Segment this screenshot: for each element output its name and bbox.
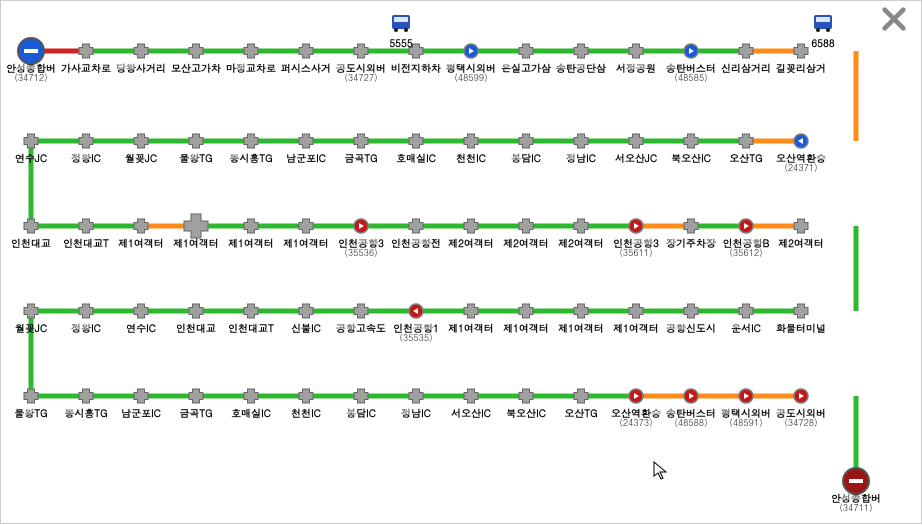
stop-label: 인천공항3(35611) [613,238,659,257]
stop-label: 제1여객터 [448,323,494,333]
stop-label: 제1여객터 [613,323,659,333]
stop-label: 월꽂JC [125,153,157,163]
stop-label: 신리삼거리 [721,63,771,73]
stop-label: 송탄버스터(48585) [666,63,716,82]
stop-label: 인천공항1(35535) [393,323,439,342]
stop-label: 인천대교T [63,238,109,248]
stop-label: 제1여객터 [503,323,549,333]
stop-label: 공도시외버(34727) [336,63,386,82]
stop-label: 정왕IC [71,153,101,163]
cursor-pointer [653,461,669,481]
stop-label: 물왕TG [14,408,47,418]
bus-label: 5555 [389,38,412,48]
stop-label: 가사교차로 [61,63,111,73]
stop-label: 인천대교 [11,238,51,248]
stop-label: 금곡TG [344,153,377,163]
bus-icon [814,15,832,32]
stop-label: 정왕IC [71,323,101,333]
stop-label: 인천대교T [228,323,274,333]
stop-label: 은실고가삼 [501,63,551,73]
stop-label: 안성종합버(34712) [6,63,56,82]
stop-label: 제1여객터 [283,238,329,248]
stop-label: 천천IC [456,153,486,163]
bus-label: 6588 [811,38,834,48]
stop-label: 비전지하차 [391,63,441,73]
stop-label: 퍼시스사거 [281,63,331,73]
stop-label: 남군포IC [121,408,161,418]
stop-label: 모산고가차 [171,63,221,73]
stop-label: 정남IC [566,153,596,163]
stop-label: 제2여객터 [558,238,604,248]
stop-label: 신불IC [291,323,321,333]
stop-label: 남군포IC [286,153,326,163]
close-button[interactable] [880,5,908,33]
stop-label: 마정교차로 [226,63,276,73]
stop-label: 연수JC [15,153,47,163]
stop-label: 제1여객터 [118,238,164,248]
stop-label: 제2여객터 [503,238,549,248]
bus-icon [392,15,410,32]
stop-label: 봉담IC [346,408,376,418]
stop-label: 동시흥TG [64,408,107,418]
stop-label: 봉담IC [511,153,541,163]
stop-label: 공항신도시 [666,323,716,333]
stop-label: 제1여객터 [173,238,219,248]
stop-label: 북오산IC [506,408,546,418]
stop-label: 동시흥TG [229,153,272,163]
stop-label: 제2여객터 [448,238,494,248]
stop-label: 평택시외버(48599) [446,63,496,82]
stop-label: 서오산JC [615,153,657,163]
stop-label: 호매실IC [396,153,436,163]
route-diagram: 안성종합버(34712)가사교차로당왕사거리모산고가차마정교차로퍼시스사거공도시… [0,0,922,524]
stop-label: 호매실IC [231,408,271,418]
stop-label: 월꽂JC [15,323,47,333]
stop-label: 인천공항3(35536) [338,238,384,257]
stop-label: 제1여객터 [558,323,604,333]
stop-label: 인천공항전 [391,238,441,248]
stop-label: 서정공원 [616,63,656,73]
stop-label: 송탄공단삼 [556,63,606,73]
stop-label: 운서IC [731,323,761,333]
stop-label: 장기주차장 [666,238,716,248]
stop-label: 북오산IC [671,153,711,163]
stop-label: 인천공항B(35612) [723,238,770,257]
stop-label: 정남IC [401,408,431,418]
stop-label: 서오산IC [451,408,491,418]
stop-label: 물왕TG [179,153,212,163]
stop-label: 화물터미널 [776,323,826,333]
stop-label: 송탄버스터(48588) [666,408,716,427]
stop-label: 오산역환승(24373) [611,408,661,427]
stop-label: 오산TG [564,408,597,418]
stop-label: 평택시외버(48591) [721,408,771,427]
stop-label: 오산역환승(24371) [776,153,826,172]
stop-label: 제1여객터 [228,238,274,248]
stop-label: 인천대교 [176,323,216,333]
stop-label: 안성종합버(34711) [831,493,881,512]
stop-label: 길꽂리삼거 [776,63,826,73]
stop-label: 금곡TG [179,408,212,418]
stop-label: 제2여객터 [778,238,824,248]
stop-label: 당왕사거리 [116,63,166,73]
stop-label: 공항고속도 [336,323,386,333]
stop-label: 공도시외버(34728) [776,408,826,427]
stop-label: 천천IC [291,408,321,418]
stop-label: 연수IC [126,323,156,333]
stop-label: 오산TG [729,153,762,163]
